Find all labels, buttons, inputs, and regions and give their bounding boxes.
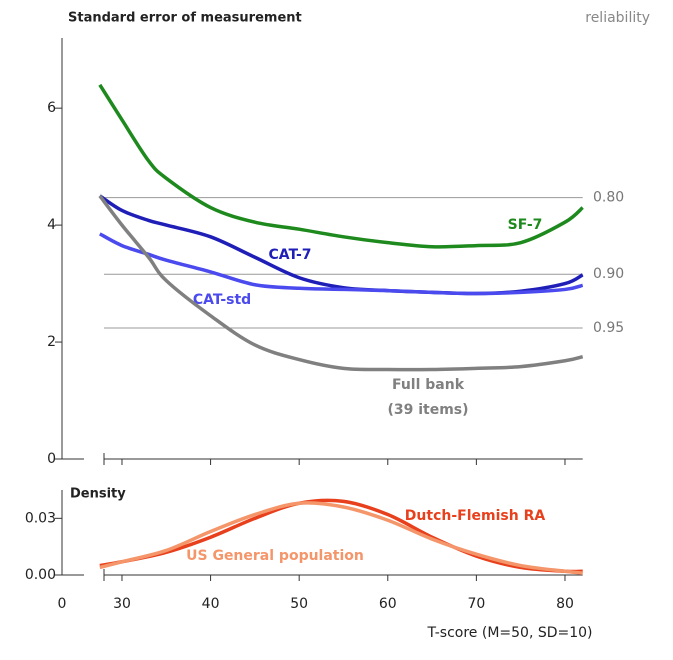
top-title: Standard error of measurement	[68, 11, 302, 26]
y-tick-label: 2	[47, 334, 56, 350]
bottom-title: Density	[70, 487, 126, 502]
x-tick-label: 70	[467, 596, 485, 612]
y-tick-label: 4	[47, 217, 56, 233]
series-label: CAT-std	[193, 292, 251, 308]
x-tick-label: 30	[113, 596, 131, 612]
y-tick-label: 6	[47, 100, 56, 116]
x-axis-title: T-score (M=50, SD=10)	[426, 625, 592, 641]
reference-label: 0.95	[593, 320, 624, 336]
reference-label: 0.80	[593, 190, 624, 206]
series-label: SF-7	[508, 217, 543, 233]
y-tick-label: 0.03	[25, 510, 56, 526]
x-tick-label: 50	[290, 596, 308, 612]
series-line	[99, 501, 583, 575]
series-label: Dutch-Flemish RA	[405, 508, 546, 524]
x-tick-label: 40	[202, 596, 220, 612]
series-line	[99, 498, 583, 574]
series-line	[98, 194, 584, 372]
y-tick-label: 0.00	[25, 567, 56, 583]
series-label: Full bank	[392, 377, 465, 393]
x-tick-label: 80	[556, 596, 574, 612]
x-origin-label: 0	[58, 596, 67, 612]
x-tick-label: 60	[379, 596, 397, 612]
reference-label: 0.90	[593, 266, 624, 282]
series-note: (39 items)	[387, 402, 468, 418]
series-line	[98, 232, 584, 296]
series-line	[98, 83, 584, 249]
y2-title: reliability	[585, 10, 650, 26]
series-label: CAT-7	[268, 247, 311, 263]
y-tick-label: 0	[47, 451, 56, 467]
series-label: US General population	[186, 548, 364, 564]
